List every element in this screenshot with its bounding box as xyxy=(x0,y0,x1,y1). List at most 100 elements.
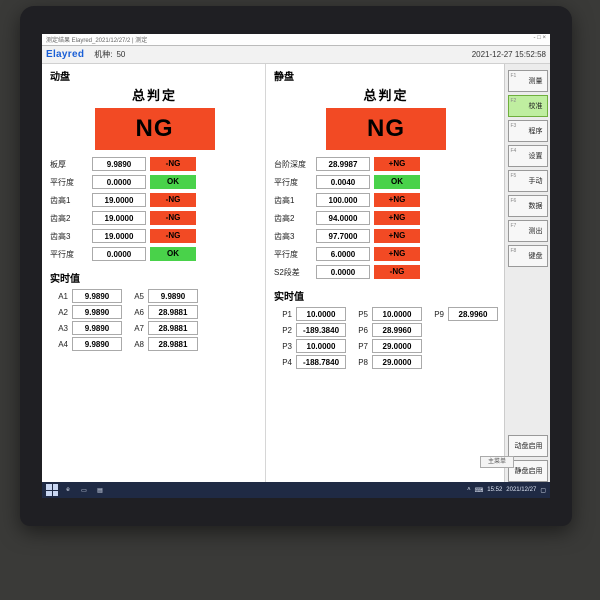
side-button-fn: F6 xyxy=(511,198,517,204)
measure-row: 台阶深度28.9987+NG xyxy=(274,156,498,172)
measure-value: 19.0000 xyxy=(92,211,146,225)
right-panel-head: 静盘 xyxy=(274,68,498,83)
header-datetime: 2021-12-27 15:52:58 xyxy=(472,50,546,59)
side-button-fn: F7 xyxy=(511,223,517,229)
rt-tag: P4 xyxy=(274,358,292,367)
window-title: 测定结果 Elayred_2021/12/27/2 | 测定 xyxy=(46,35,147,44)
measure-value: 0.0040 xyxy=(316,175,370,189)
rt-value: 28.9960 xyxy=(372,323,422,337)
measure-value: 97.7000 xyxy=(316,229,370,243)
measure-label: 板厚 xyxy=(50,159,88,170)
side-button-label: 数据 xyxy=(529,201,543,211)
measure-row: 平行度 6.0000 +NG xyxy=(274,246,498,262)
tray-keyboard-icon[interactable]: ⌨ xyxy=(475,487,484,494)
side-button-label: 动盘启用 xyxy=(515,441,543,451)
rt-value: -189.3840 xyxy=(296,323,346,337)
measure-value: 100.000 xyxy=(316,193,370,207)
rt-tag: P2 xyxy=(274,326,292,335)
rt-tag: A5 xyxy=(126,292,144,301)
tray-up-icon[interactable]: ˄ xyxy=(467,487,471,493)
left-realtime-label: 实时值 xyxy=(50,270,259,285)
rt-value: 29.0000 xyxy=(372,339,422,353)
content-area: 动盘 总判定 NG 板厚9.9890-NG平行度0.0000OK齿高119.00… xyxy=(42,64,550,482)
side-button-fn: F3 xyxy=(511,123,517,129)
screen: 测定结果 Elayred_2021/12/27/2 | 测定 - □ × Ela… xyxy=(42,34,550,498)
left-panel: 动盘 总判定 NG 板厚9.9890-NG平行度0.0000OK齿高119.00… xyxy=(42,64,266,482)
side-button-fn: F1 xyxy=(511,73,517,79)
right-verdict-title: 总判定 xyxy=(274,85,498,104)
side-button[interactable]: F8键盘 xyxy=(508,245,548,267)
model-value: 50 xyxy=(116,50,125,59)
rt-value: 10.0000 xyxy=(372,307,422,321)
side-button[interactable]: F6 数据 xyxy=(508,195,548,217)
side-button[interactable]: F5 手动 xyxy=(508,170,548,192)
measure-label: S2段差 xyxy=(274,267,312,278)
measure-label: 齿高2 xyxy=(274,213,312,224)
measure-label: 齿高3 xyxy=(50,231,88,242)
measure-status: -NG xyxy=(374,265,420,279)
measure-label: 平行度 xyxy=(274,249,312,260)
left-panel-head: 动盘 xyxy=(50,68,259,83)
measure-label: 平行度 xyxy=(274,177,312,188)
right-verdict-text: NG xyxy=(367,115,405,143)
rt-value: 28.9881 xyxy=(148,337,198,351)
measure-value: 9.9890 xyxy=(92,157,146,171)
window-controls[interactable]: - □ × xyxy=(534,35,546,44)
side-button-label: 键盘 xyxy=(529,251,543,261)
side-button-fn: F5 xyxy=(511,173,517,179)
rt-tag: A3 xyxy=(50,324,68,333)
side-button[interactable]: F2校准 xyxy=(508,95,548,117)
rt-tag: A2 xyxy=(50,308,68,317)
measure-row: 齿高294.0000+NG xyxy=(274,210,498,226)
taskbar[interactable]: e ▭ ▤ ˄ ⌨ 15:52 2021/12/27 ▢ xyxy=(42,482,550,498)
measure-status: -NG xyxy=(150,193,196,207)
measure-label: 台阶深度 xyxy=(274,159,312,170)
measure-status: +NG xyxy=(374,211,420,225)
right-rows: 台阶深度28.9987+NG平行度0.0040OK齿高1100.000+NG齿高… xyxy=(274,156,498,280)
rt-value: 28.9881 xyxy=(148,321,198,335)
rt-value: 9.9890 xyxy=(72,337,122,351)
side-button[interactable]: F1测量 xyxy=(508,70,548,92)
explorer-icon[interactable]: ▭ xyxy=(78,487,90,494)
side-button[interactable]: 动盘启用 xyxy=(508,435,548,457)
rt-value: 29.0000 xyxy=(372,355,422,369)
measure-value: 19.0000 xyxy=(92,229,146,243)
side-button[interactable]: F3程序 xyxy=(508,120,548,142)
rt-tag: P1 xyxy=(274,310,292,319)
measure-row: 齿高119.0000-NG xyxy=(50,192,259,208)
app-task-icon[interactable]: ▤ xyxy=(94,487,106,494)
rt-value: 10.0000 xyxy=(296,339,346,353)
right-realtime-grid: P110.0000P510.0000P928.9960P2-189.3840P6… xyxy=(274,307,498,369)
measure-value: 6.0000 xyxy=(316,247,370,261)
measure-status: +NG xyxy=(374,247,420,261)
system-tray[interactable]: ˄ ⌨ 15:52 2021/12/27 ▢ xyxy=(467,487,546,494)
start-icon[interactable] xyxy=(46,484,58,496)
side-button-label: 手动 xyxy=(529,176,543,186)
app-logo: Elayred xyxy=(46,49,84,60)
left-realtime-grid: A19.9890A59.9890A29.9890A628.9881A39.989… xyxy=(50,289,259,351)
rt-tag: A8 xyxy=(126,340,144,349)
measure-value: 19.0000 xyxy=(92,193,146,207)
measure-label: 平行度 xyxy=(50,177,88,188)
measure-status: +NG xyxy=(374,193,420,207)
side-button[interactable]: F7测出 xyxy=(508,220,548,242)
tray-notif-icon[interactable]: ▢ xyxy=(540,487,546,494)
edge-icon[interactable]: e xyxy=(62,487,74,493)
measure-row: 平行度 0.0040 OK xyxy=(274,174,498,190)
tray-time: 15:52 xyxy=(487,487,502,493)
measure-status: -NG xyxy=(150,229,196,243)
left-verdict-text: NG xyxy=(136,115,174,143)
left-verdict-title: 总判定 xyxy=(50,85,259,104)
rt-tag: P7 xyxy=(350,342,368,351)
measure-row: 齿高219.0000-NG xyxy=(50,210,259,226)
side-button[interactable]: F4设置 xyxy=(508,145,548,167)
side-button-fn: F2 xyxy=(511,98,517,104)
footer-menu-button[interactable]: 主菜单 xyxy=(480,456,514,468)
measure-value: 28.9987 xyxy=(316,157,370,171)
right-verdict-box: NG xyxy=(326,108,446,150)
tray-date: 2021/12/27 xyxy=(506,487,536,493)
measure-status: +NG xyxy=(374,229,420,243)
measure-status: OK xyxy=(374,175,420,189)
side-button-fn: F4 xyxy=(511,148,517,154)
rt-tag: P5 xyxy=(350,310,368,319)
